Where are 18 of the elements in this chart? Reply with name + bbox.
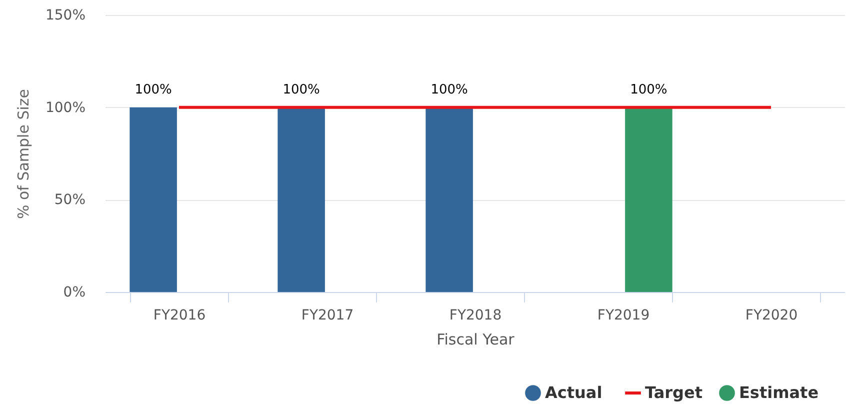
y-tick-label: 150% [45, 8, 86, 24]
legend-label: Estimate [739, 383, 819, 402]
data-label: 100% [282, 82, 320, 98]
y-tick-label: 50% [54, 192, 86, 208]
x-tick-label: FY2018 [449, 308, 502, 324]
legend-label: Actual [545, 383, 602, 402]
legend-label: Target [645, 383, 703, 402]
y-tick-label: 100% [45, 100, 86, 116]
x-tick-label: FY2019 [597, 308, 650, 324]
x-tick-label: FY2020 [745, 308, 798, 324]
data-label: 100% [430, 82, 468, 98]
data-label: 100% [630, 82, 668, 98]
y-tick-label: 0% [63, 284, 86, 300]
y-axis-title: % of Sample Size [14, 88, 32, 220]
x-tick-label: FY2016 [153, 308, 206, 324]
x-axis-title: Fiscal Year [436, 330, 516, 348]
x-tick-label: FY2017 [301, 308, 354, 324]
data-label: 100% [134, 82, 172, 98]
